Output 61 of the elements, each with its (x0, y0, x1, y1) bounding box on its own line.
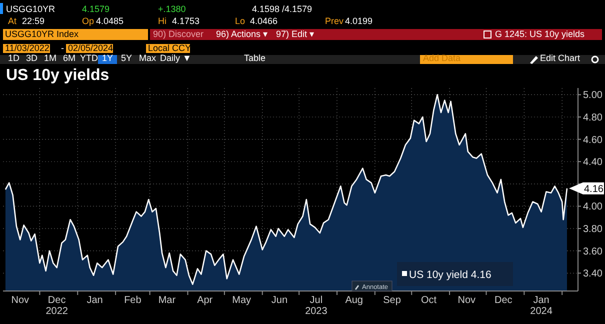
text: 02/05/2024 (68, 43, 114, 53)
x-tick-label: Jun (271, 295, 288, 306)
text: USGG10YR Index (5, 29, 80, 39)
text: Max (139, 53, 156, 63)
text: Prev (325, 16, 344, 26)
text: USGG10YR (6, 4, 56, 14)
text: 22:59 (22, 16, 45, 26)
text: +.1380 (158, 4, 186, 14)
text: Local CCY (148, 43, 192, 53)
text: - (61, 43, 64, 53)
text: G 1245: US 10y yields (495, 29, 586, 39)
legend-label: US 10y yield 4.16 (409, 269, 492, 281)
y-tick-label: 3.80 (583, 224, 603, 236)
text: 97) Edit ▾ (276, 29, 315, 39)
x-tick-label: Sep (383, 295, 402, 306)
text: 1Y (102, 53, 114, 63)
text: 4.0485 (96, 16, 124, 26)
text: 1D (8, 53, 20, 63)
text: Edit Chart (540, 53, 581, 63)
text: 1M (44, 53, 57, 63)
text: 96) Actions ▾ (216, 29, 268, 39)
x-tick-label: Feb (124, 295, 142, 306)
x-tick-label: Dec (494, 295, 512, 306)
chart-title: US 10y yields (6, 67, 110, 84)
x-tick-label: Oct (420, 295, 437, 306)
text: Add Data (423, 53, 461, 63)
text: 11/03/2022 (5, 43, 50, 53)
text: 90) Discover (153, 29, 204, 39)
y-tick-label: 3.60 (583, 246, 603, 258)
x-tick-label: Aug (345, 295, 364, 306)
text: Op (82, 16, 94, 26)
text: 4.0466 (250, 16, 278, 26)
x-tick-label: Jan (86, 295, 103, 306)
text: Lo (235, 16, 246, 26)
text: 3D (26, 53, 38, 63)
annotation: 4.16 (584, 184, 604, 195)
text: 6M (63, 53, 76, 63)
text: Daily ▼ (160, 53, 192, 63)
text: At (8, 16, 18, 26)
y-tick-label: 5.00 (583, 90, 603, 102)
x-tick-label: Apr (197, 295, 214, 306)
y-tick-label: 4.40 (583, 157, 603, 168)
y-tick-label: 3.40 (583, 268, 603, 280)
text: YTD (80, 53, 98, 63)
text: 4.1579 (82, 4, 110, 14)
y-tick-label: 4.80 (583, 112, 603, 124)
x-tick-label: Nov (11, 295, 30, 306)
text: 5Y (121, 53, 132, 63)
y-tick-label: 4.00 (583, 202, 603, 213)
x-tick-label: Dec 2022 (46, 295, 68, 317)
x-tick-label: May (232, 295, 252, 306)
y-tick-label: 4.60 (583, 134, 603, 146)
text: Hi (158, 16, 166, 26)
text: Table (244, 53, 266, 63)
text: 4.1598 /4.1579 (252, 4, 312, 14)
x-tick-label: Jan 2024 (530, 295, 553, 317)
x-tick-label: Nov (458, 295, 476, 306)
text: 4.0199 (345, 16, 373, 26)
text: 4.1753 (172, 16, 200, 26)
x-tick-label: Mar (158, 295, 176, 306)
x-tick-label: Jul 2023 (305, 295, 328, 317)
